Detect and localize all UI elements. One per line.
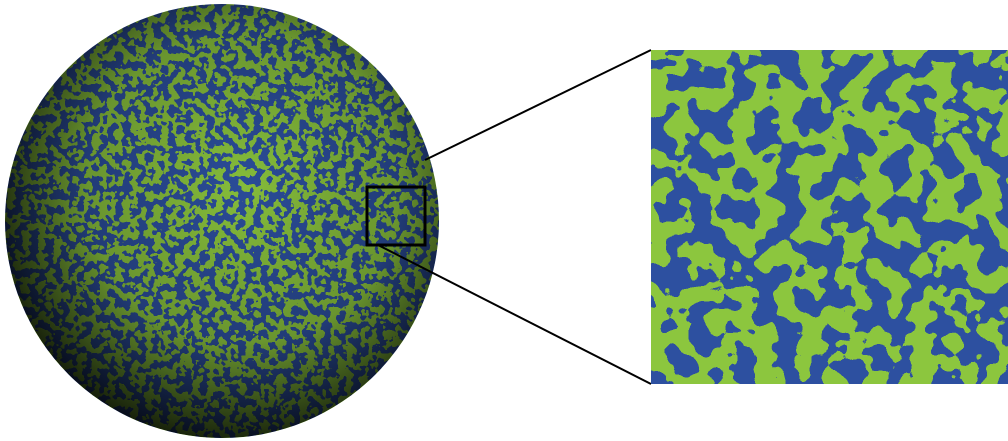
zoom-line: [377, 244, 652, 385]
zoom-box: [365, 185, 427, 247]
zoom-inset: [651, 50, 1008, 384]
zoom-line: [424, 49, 652, 161]
sphere: [5, 4, 439, 438]
sphere-shading: [5, 4, 439, 438]
